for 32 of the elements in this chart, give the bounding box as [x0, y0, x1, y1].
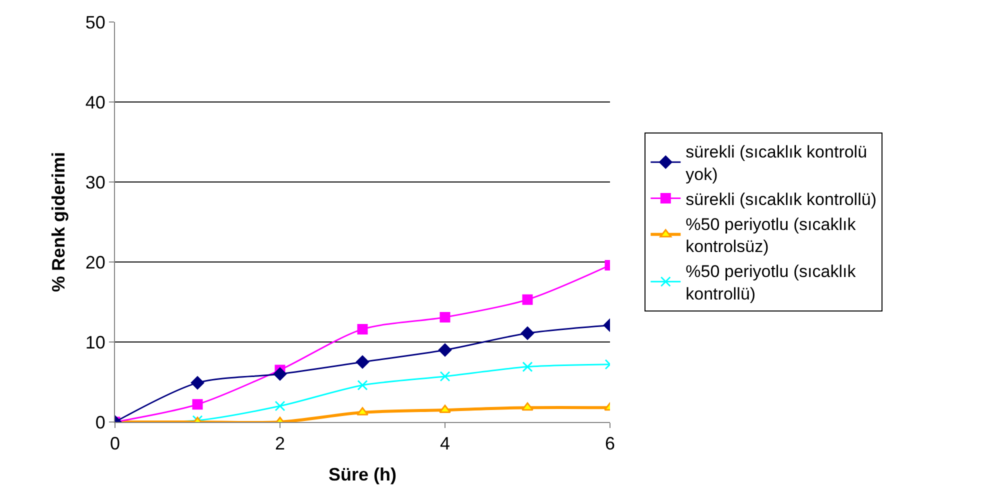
- y-tick-label: 0: [95, 412, 106, 432]
- legend-label: %50 periyotlu (sıcaklık kontrollü): [686, 262, 856, 304]
- point: [357, 324, 368, 334]
- legend-label: sürekli (sıcaklık kontrolü yok): [686, 142, 868, 184]
- point: [192, 399, 203, 410]
- point: [522, 362, 533, 372]
- point: [440, 312, 450, 322]
- x-tick-label: 6: [604, 434, 616, 454]
- y-tick-label: 20: [85, 252, 106, 272]
- point: [520, 326, 534, 340]
- y-axis-title: % Renk giderimi: [48, 152, 69, 292]
- point: [273, 367, 287, 381]
- y-tick-label: 50: [85, 12, 106, 32]
- point: [356, 407, 368, 416]
- legend-label: %50 periyotlu (sıcaklık kontrolsüz): [686, 214, 856, 256]
- x-tick-label: 0: [110, 434, 120, 454]
- point: [274, 400, 286, 412]
- y-tick-label: 10: [85, 332, 106, 352]
- legend-label: sürekli (sıcaklık kontrollü): [686, 190, 876, 209]
- point: [522, 402, 534, 411]
- y-tick-label: 30: [85, 172, 106, 192]
- y-tick-label: 40: [85, 92, 106, 112]
- x-axis-title: Süre (h): [328, 464, 397, 485]
- point: [190, 376, 204, 390]
- point: [438, 343, 452, 357]
- point: [522, 294, 533, 305]
- point: [439, 404, 451, 413]
- x-tick-label: 4: [440, 434, 450, 454]
- x-tick-label: 2: [274, 434, 286, 454]
- point: [440, 371, 450, 382]
- point: [356, 355, 370, 369]
- point: [357, 380, 368, 390]
